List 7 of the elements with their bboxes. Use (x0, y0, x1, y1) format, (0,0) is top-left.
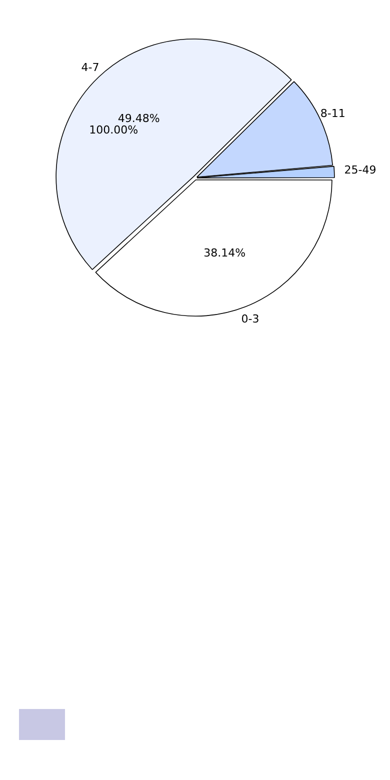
data-label: 38.14% (204, 246, 246, 260)
text: 100.00% (89, 123, 138, 136)
slice-label: 0-3 (241, 312, 260, 326)
slice-label: 8-11 (320, 107, 346, 120)
data-label: 49.48% (118, 112, 160, 125)
slice-label: 4-7 (81, 60, 100, 74)
slice-label: 25-49 (344, 164, 376, 177)
